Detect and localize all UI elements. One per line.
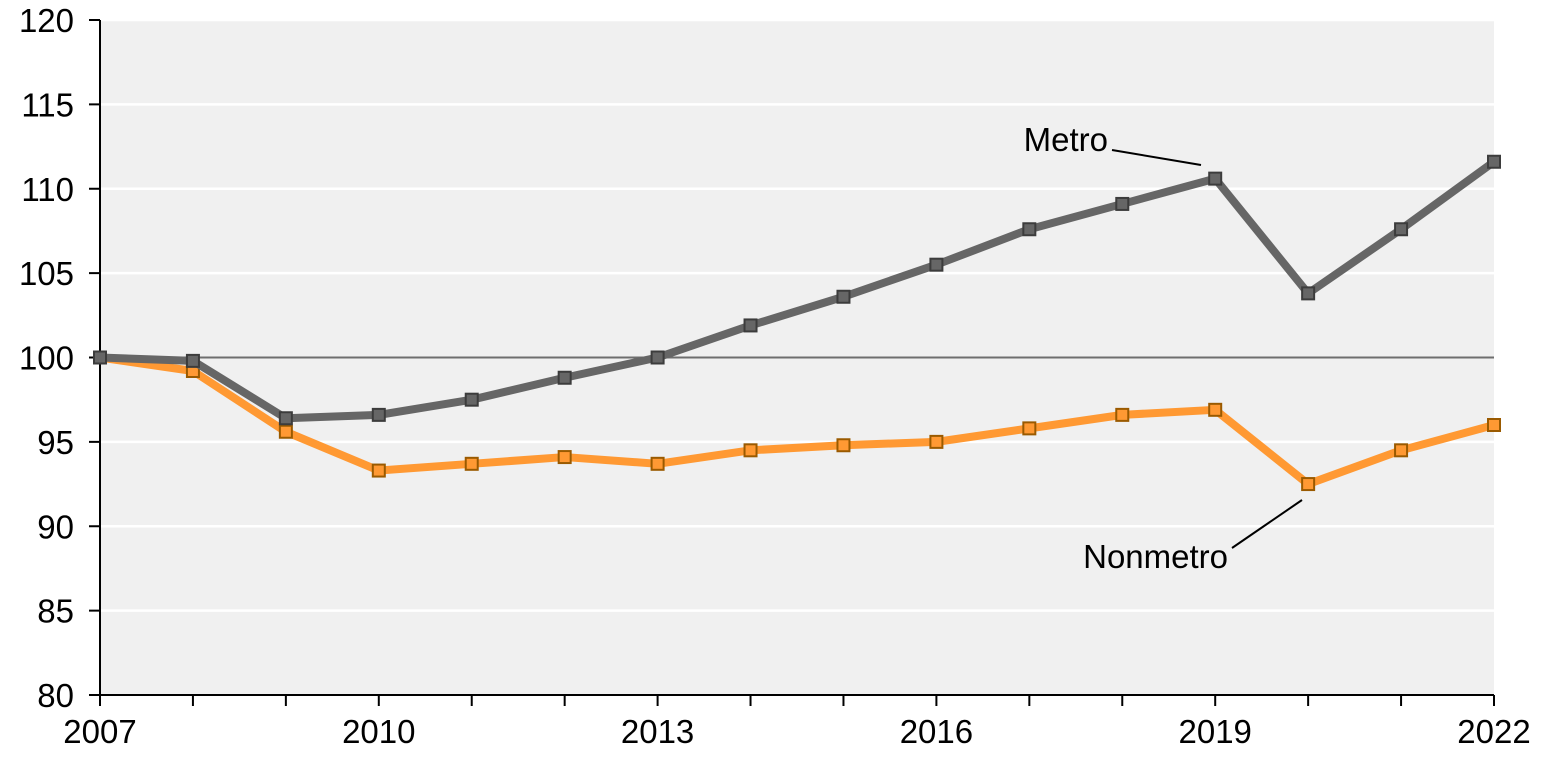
y-tick-label-115: 115	[21, 86, 74, 123]
x-tick-label-2013: 2013	[621, 713, 694, 750]
nonmetro-point-2013	[650, 456, 665, 471]
series-labels: Metro Nonmetro	[1024, 121, 1303, 575]
nonmetro-point-2014	[743, 443, 758, 458]
nonmetro-point-2020	[1301, 477, 1316, 492]
metro-point-2013	[650, 350, 665, 365]
nonmetro-label: Nonmetro	[1083, 538, 1228, 575]
metro-point-2022	[1487, 154, 1501, 169]
metro-point-2014	[743, 318, 758, 333]
metro-point-2018	[1115, 196, 1130, 211]
y-tick-label-105: 105	[19, 255, 74, 292]
metro-point-2008	[185, 353, 200, 368]
y-tick-label-90: 90	[37, 508, 74, 545]
nonmetro-point-2018	[1115, 407, 1130, 422]
nonmetro-leader-line	[1231, 499, 1303, 549]
x-tick-label-2019: 2019	[1178, 713, 1251, 750]
nonmetro-point-2010	[371, 463, 386, 478]
y-tick-label-100: 100	[19, 340, 74, 377]
x-tick-label-2007: 2007	[63, 713, 136, 750]
y-tick-label-80: 80	[37, 677, 74, 714]
y-tick-label-120: 120	[19, 2, 74, 39]
grid	[100, 18, 1494, 612]
y-tick-label-110: 110	[21, 171, 74, 208]
metro-point-2017	[1022, 222, 1037, 237]
metro-line	[96, 157, 1498, 423]
metro-leader-line	[1111, 149, 1202, 166]
nonmetro-point-2015	[836, 438, 851, 453]
x-tick-label-2016: 2016	[900, 713, 973, 750]
series	[93, 154, 1501, 492]
x-tick-label-2010: 2010	[342, 713, 415, 750]
y-tick-label-95: 95	[37, 424, 74, 461]
metro-point-2010	[371, 407, 386, 422]
metro-point-2021	[1394, 222, 1409, 237]
nonmetro-point-2021	[1394, 443, 1409, 458]
nonmetro-point-2017	[1022, 421, 1037, 436]
x-tick-label-2022: 2022	[1457, 713, 1530, 750]
nonmetro-point-2009	[278, 424, 293, 439]
metro-point-2016	[929, 257, 944, 272]
metro-point-2020	[1301, 286, 1316, 301]
metro-point-2019	[1208, 171, 1223, 186]
nonmetro-point-2019	[1208, 402, 1223, 417]
nonmetro-point-2022	[1487, 418, 1501, 432]
axes: 80 85 90 95 100 105 110 115 120 2007 2010 2013 2016 2…	[19, 2, 1531, 750]
metro-point-2009	[278, 411, 293, 426]
nonmetro-point-2016	[929, 434, 944, 449]
nonmetro-point-2012	[557, 450, 572, 465]
metro-point-2015	[836, 289, 851, 304]
y-tick-label-85: 85	[37, 593, 74, 630]
metro-point-2011	[464, 392, 479, 407]
nonmetro-line	[96, 353, 1498, 489]
metro-point-2012	[557, 370, 572, 385]
metro-label: Metro	[1024, 121, 1108, 158]
metro-point-2007	[93, 350, 107, 365]
nonmetro-point-2011	[464, 456, 479, 471]
